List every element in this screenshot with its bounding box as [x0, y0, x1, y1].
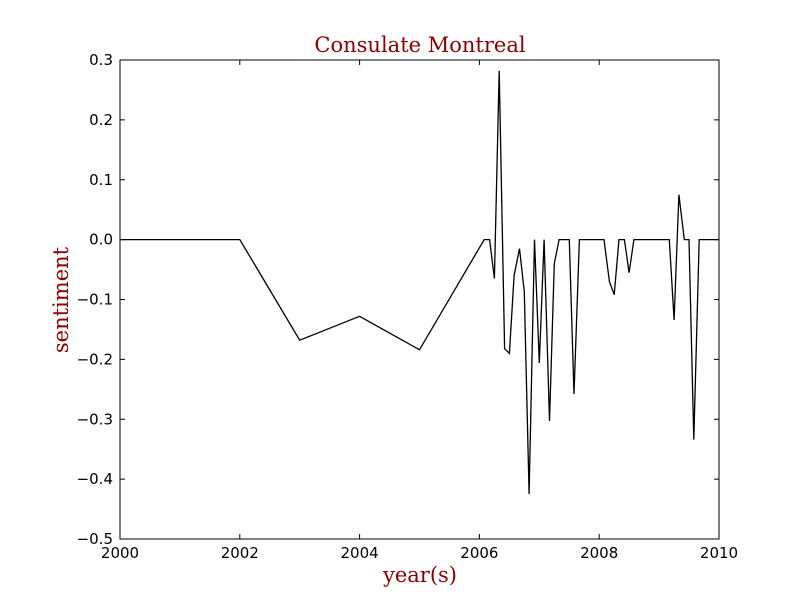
x-axis-label: year(s) — [382, 563, 457, 587]
x-tick-label: 2004 — [341, 544, 379, 562]
x-tick-label: 2002 — [221, 544, 259, 562]
y-tick-label: −0.2 — [77, 350, 113, 368]
y-tick-label: 0.3 — [89, 51, 113, 69]
y-tick-label: 0.0 — [89, 231, 113, 249]
ticks-layer: 2000 2002 2004 2006 2008 2010 0.3 0.2 0.1 0.0 −0.1… — [77, 51, 739, 562]
series-layer — [120, 70, 719, 495]
x-tick-label: 2006 — [460, 544, 498, 562]
y-tick-label: −0.3 — [77, 410, 113, 428]
series-line — [120, 70, 719, 495]
x-tick-label: 2000 — [101, 544, 139, 562]
x-tick-label: 2010 — [700, 544, 738, 562]
y-tick-label: −0.5 — [77, 530, 113, 548]
x-tick-label: 2008 — [580, 544, 618, 562]
chart-title: Consulate Montreal — [314, 33, 525, 57]
y-tick-label: −0.1 — [77, 291, 113, 309]
y-tick-label: 0.1 — [89, 171, 113, 189]
y-axis-label: sentiment — [49, 246, 73, 353]
plot-frame — [119, 59, 720, 540]
y-tick-label: 0.2 — [89, 111, 113, 129]
y-tick-label: −0.4 — [77, 470, 113, 488]
